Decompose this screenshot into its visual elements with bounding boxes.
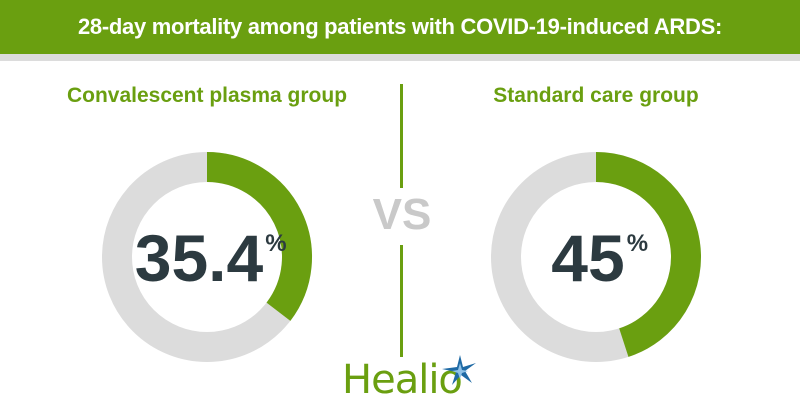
healio-logo: Healio [342,355,476,403]
percent-unit: % [265,230,286,257]
percent-value: 35.4 [135,221,264,295]
right-group-label: Standard care group [493,84,699,107]
percent-unit: % [627,230,648,257]
star-icon [442,355,476,385]
left-group-label: Convalescent plasma group [66,84,348,107]
logo-text: Healio [342,357,463,403]
percent-value: 45 [551,221,624,295]
donut-slice [595,152,701,357]
header-divider [0,54,800,61]
donut-slice [206,152,312,321]
divider-top [400,84,403,188]
vs-label: VS [372,190,432,239]
page-title: 28-day mortality among patients with COV… [0,0,800,54]
divider-bottom [400,245,403,357]
